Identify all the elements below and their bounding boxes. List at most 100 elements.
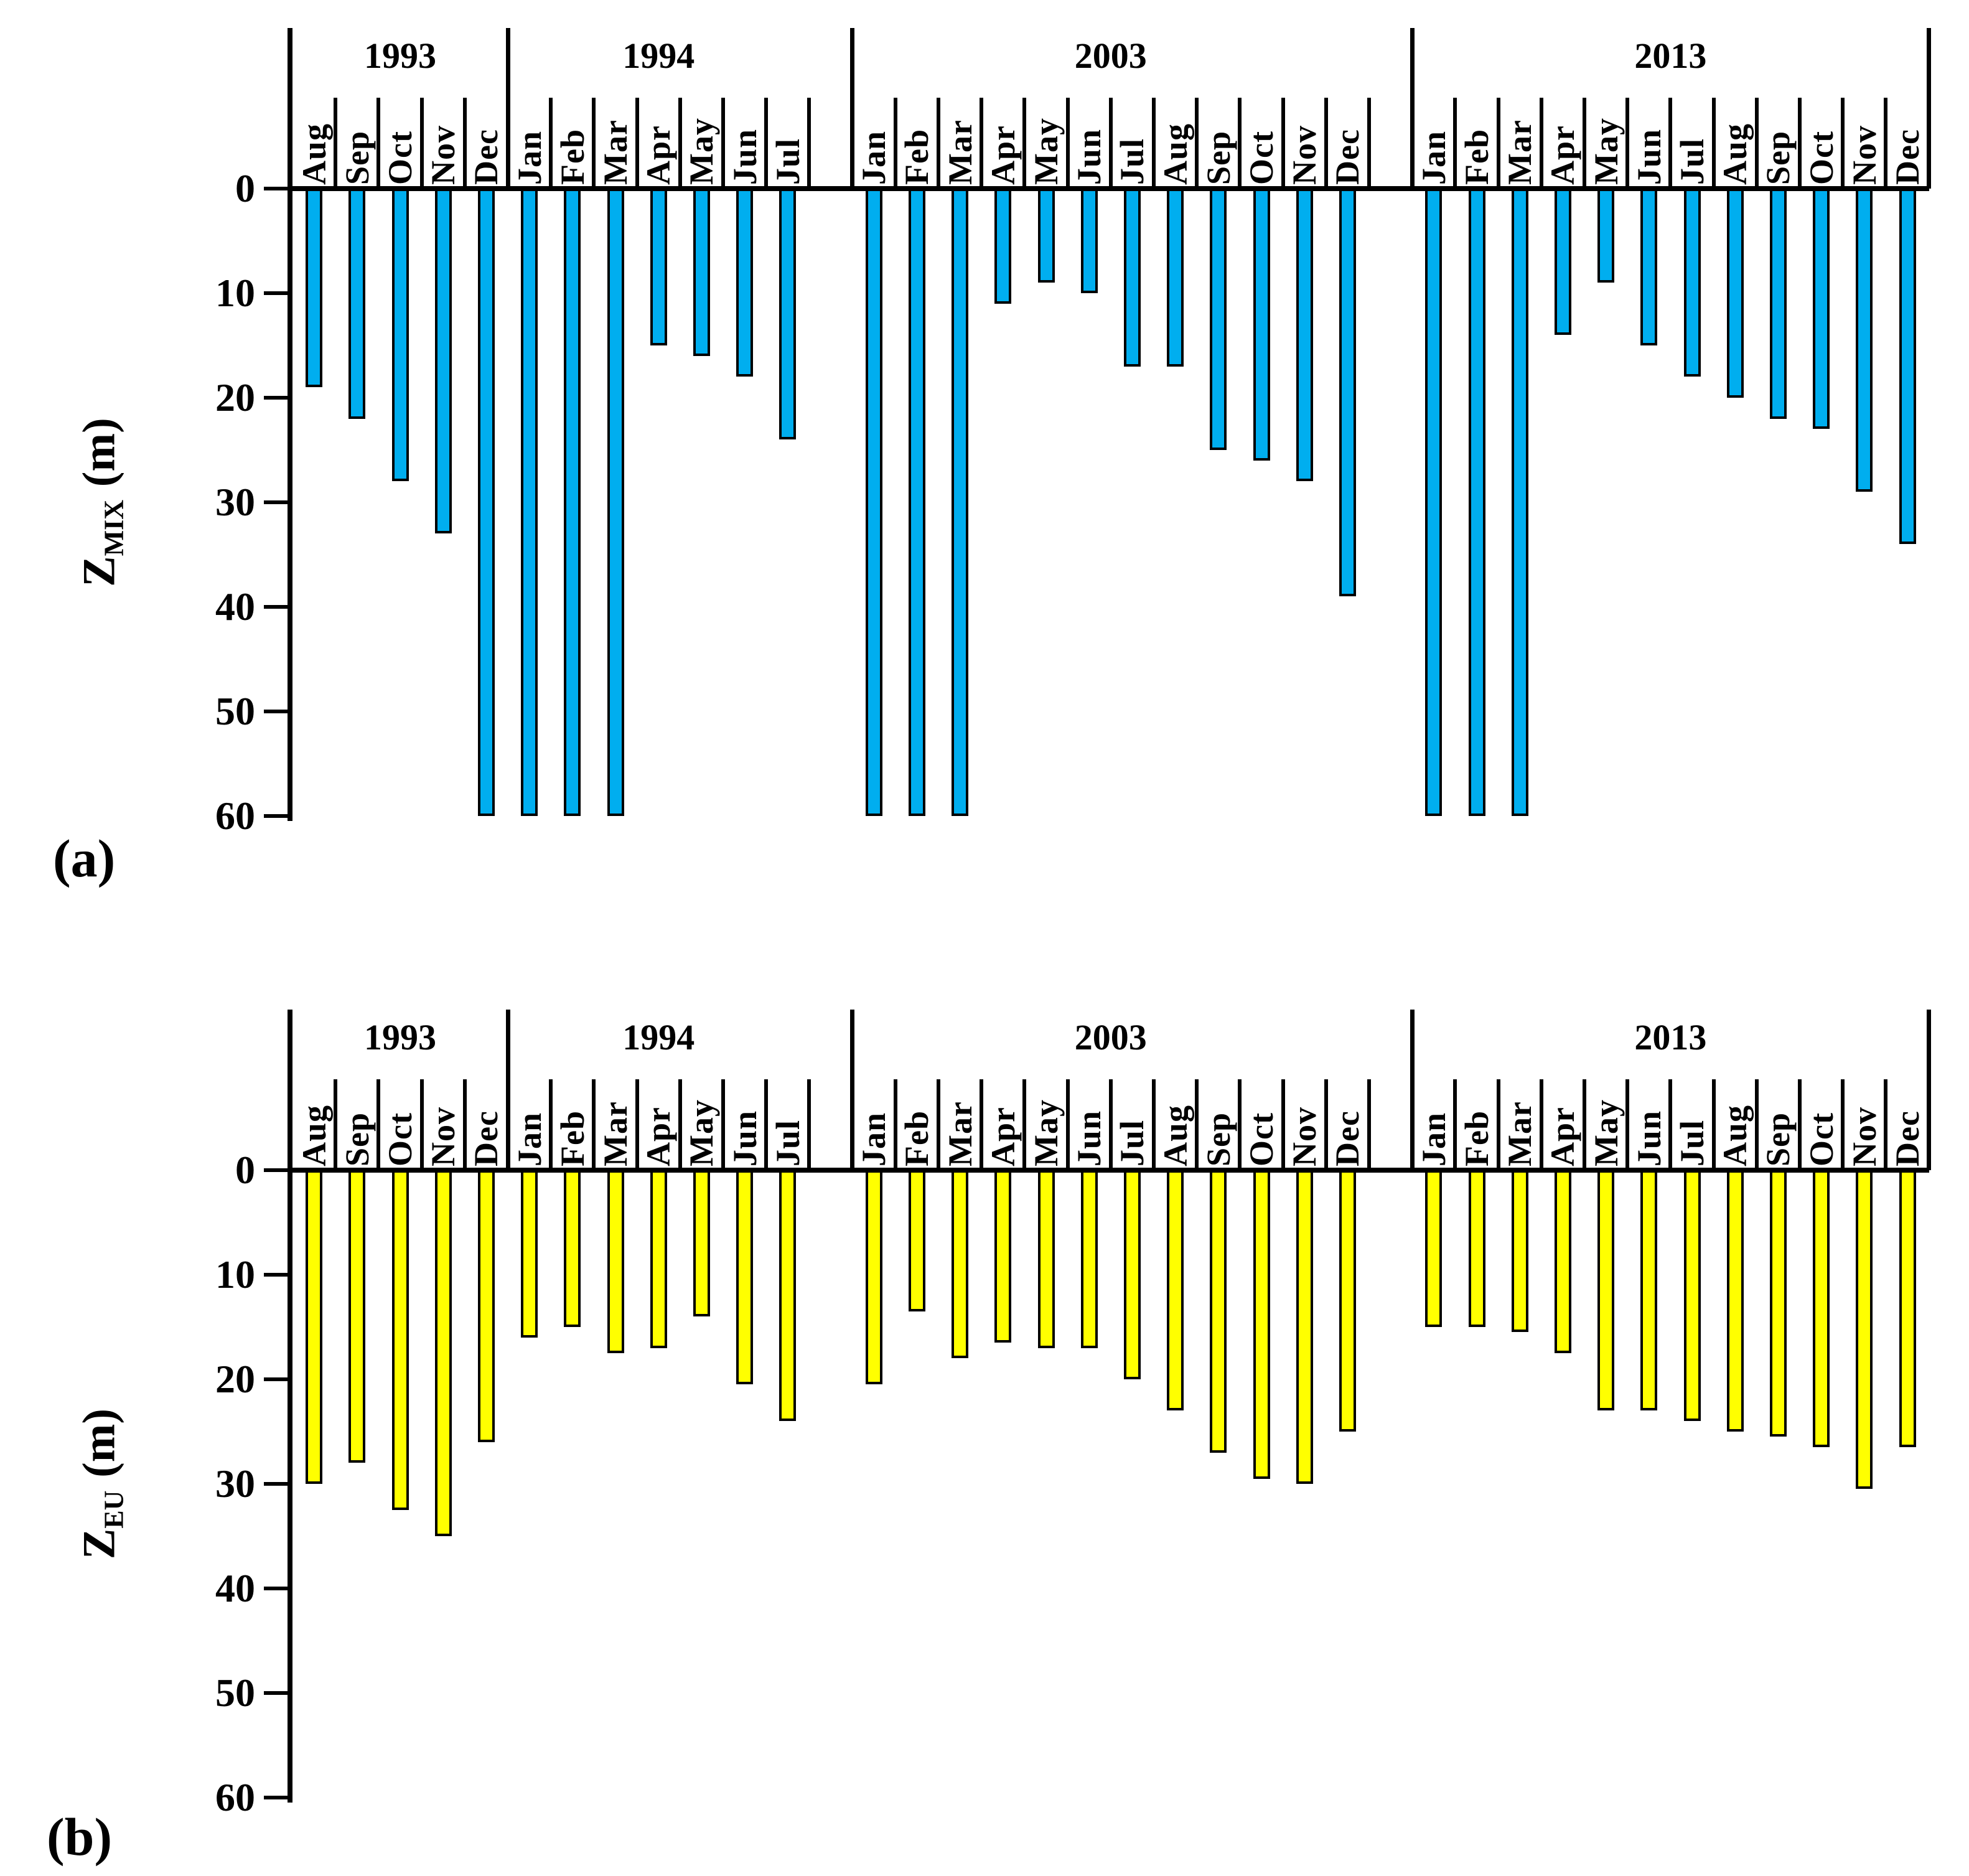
bar-2003-mar — [952, 189, 969, 816]
bar-2003-sep — [1210, 189, 1227, 450]
bar-2013-jun — [1640, 189, 1658, 345]
month-separator-line — [462, 98, 467, 189]
y-axis-tick-label: 30 — [215, 480, 255, 524]
month-cell: Feb — [896, 98, 938, 185]
month-label: Oct — [381, 1112, 419, 1166]
month-label: Jul — [1673, 1119, 1711, 1166]
y-axis-tick — [264, 396, 288, 400]
month-cell: Mar — [594, 98, 637, 185]
month-label: Jan — [1415, 130, 1452, 185]
month-label: Dec — [467, 1110, 505, 1166]
month-label: May — [1587, 1099, 1625, 1166]
month-label: Dec — [1888, 1110, 1926, 1166]
month-cell: Jun — [1627, 98, 1670, 185]
month-separator-line — [1496, 1079, 1500, 1170]
month-separator-line — [1195, 98, 1199, 189]
month-cell: Apr — [1541, 98, 1584, 185]
bar-1993-aug — [306, 189, 323, 388]
y-axis-tick-label: 20 — [215, 375, 255, 420]
month-label: Jul — [1113, 1119, 1151, 1166]
month-cell: Dec — [465, 1079, 508, 1166]
year-separator-line — [850, 28, 855, 189]
y-axis-tick — [264, 1691, 288, 1695]
month-cell: Feb — [1455, 98, 1498, 185]
month-separator-line — [1065, 98, 1070, 189]
year-separator-line — [1410, 28, 1415, 189]
bar-2003-jun — [1080, 1170, 1098, 1348]
year-label-1994: 1994 — [622, 35, 695, 76]
month-separator-line — [592, 1079, 596, 1170]
month-separator-line — [549, 98, 553, 189]
month-label: Jun — [1070, 1110, 1108, 1166]
month-separator-line — [1238, 98, 1242, 189]
month-cell: Sep — [1197, 98, 1240, 185]
bar-1993-aug — [306, 1170, 323, 1484]
month-separator-line — [376, 98, 381, 189]
bar-1994-may — [693, 189, 710, 356]
month-label: May — [683, 1099, 721, 1166]
month-cell: Jan — [508, 98, 551, 185]
bar-2003-feb — [908, 189, 925, 816]
bar-1994-jun — [736, 189, 754, 377]
month-separator-line — [1453, 1079, 1457, 1170]
y-axis-tick — [264, 710, 288, 713]
month-cell: Dec — [1886, 98, 1929, 185]
y-axis-tick — [264, 1482, 288, 1486]
month-label: Feb — [553, 129, 591, 185]
bar-2013-aug — [1726, 1170, 1744, 1432]
month-separator-line — [764, 98, 769, 189]
bar-2003-jul — [1123, 1170, 1141, 1379]
bar-2013-apr — [1554, 1170, 1571, 1353]
y-axis-tick-label: 0 — [235, 1148, 255, 1192]
bar-2003-sep — [1210, 1170, 1227, 1453]
month-separator-line — [1022, 1079, 1027, 1170]
month-cell: Sep — [1757, 98, 1800, 185]
month-label: Apr — [640, 125, 678, 185]
month-cell: Jan — [853, 1079, 896, 1166]
month-separator-line — [1324, 98, 1328, 189]
month-separator-line — [1668, 98, 1673, 189]
y-axis-title-zeu: ZEU (m) — [73, 1409, 130, 1559]
y-axis-title-main: Z — [73, 1528, 125, 1560]
month-cell: Aug — [1714, 1079, 1757, 1166]
month-separator-line — [1367, 98, 1371, 189]
month-separator-line — [893, 98, 897, 189]
month-separator-line — [1625, 98, 1630, 189]
y-axis-tick-label: 30 — [215, 1461, 255, 1506]
month-cell: Aug — [292, 1079, 335, 1166]
bar-2013-jul — [1683, 1170, 1701, 1422]
month-label: Jul — [769, 138, 807, 185]
bar-1994-feb — [564, 189, 581, 816]
month-label: Oct — [1242, 131, 1280, 185]
month-cell: Mar — [1499, 98, 1541, 185]
month-cell: Dec — [465, 98, 508, 185]
month-label: Feb — [898, 1110, 936, 1166]
bar-1993-dec — [477, 1170, 495, 1442]
bar-2003-mar — [952, 1170, 969, 1359]
month-separator-line — [1583, 1079, 1586, 1170]
month-separator-line — [1108, 98, 1113, 189]
month-cell: Jul — [1111, 1079, 1154, 1166]
month-label: Jul — [1113, 138, 1151, 185]
month-label: Apr — [984, 125, 1022, 185]
month-label: Jan — [855, 1112, 893, 1166]
month-separator-line — [635, 1079, 639, 1170]
month-label: Nov — [1845, 1107, 1883, 1166]
month-cell: Jan — [1412, 1079, 1455, 1166]
year-separator-line — [505, 1010, 510, 1170]
year-separator-line — [505, 28, 510, 189]
month-separator-line — [376, 1079, 381, 1170]
bar-2003-apr — [994, 1170, 1012, 1343]
month-label: Mar — [596, 120, 634, 185]
month-label: Apr — [984, 1107, 1022, 1166]
month-cell: Nov — [1843, 1079, 1886, 1166]
x-axis-zero-line — [288, 1168, 1929, 1173]
month-cell: Nov — [422, 98, 465, 185]
month-label: Nov — [1286, 125, 1324, 185]
month-cell: Aug — [1154, 98, 1197, 185]
y-axis-tick-label: 40 — [215, 584, 255, 629]
year-label-2013: 2013 — [1634, 1017, 1707, 1058]
y-axis-tick-label: 0 — [235, 166, 255, 210]
month-cell: Jan — [853, 98, 896, 185]
y-axis-title-main: Z — [73, 556, 125, 587]
